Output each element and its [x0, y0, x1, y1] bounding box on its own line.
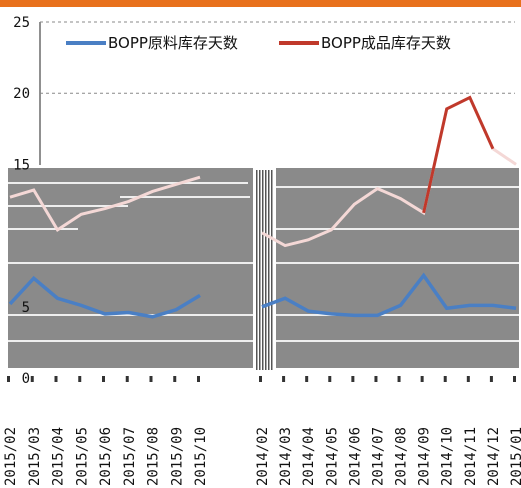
glitch-streak [8, 262, 253, 264]
y-tick-label: 25 [13, 15, 30, 31]
glitch-vbar [256, 170, 258, 370]
glitch-vbar [268, 170, 270, 370]
x-tick-mark [149, 376, 153, 382]
series-raw-line-right [261, 272, 517, 318]
x-tick-label: 2014/07 [370, 427, 386, 486]
x-tick-label: 2014/12 [486, 427, 502, 486]
x-tick-mark [513, 376, 516, 382]
x-tick-label: 2014/03 [278, 427, 294, 486]
glitch-vbar [262, 170, 264, 370]
x-tick-mark [259, 376, 262, 382]
x-tick-mark [420, 376, 424, 382]
x-axis-ticks: 2015/02 2015/03 2015/04 2015/05 2015/06 2015/… [3, 376, 521, 486]
glitch-vbar [271, 170, 273, 370]
x-tick-label: 2014/10 [440, 427, 456, 486]
x-tick-mark [282, 376, 286, 382]
glitch-streak [8, 228, 78, 230]
x-tick-label: 2014/11 [463, 427, 479, 486]
x-tick-mark [489, 376, 493, 382]
image-glitch-overlay [8, 168, 519, 370]
grid-lines [39, 21, 515, 165]
y-axis-ticks: 0 5 15 20 25 [13, 15, 30, 387]
series-finished-line-right [422, 95, 495, 214]
x-tick-label: 2014/02 [255, 427, 271, 486]
x-tick-label: 2014/05 [324, 427, 340, 486]
glitch-streak [276, 340, 519, 342]
glitch-vbar [259, 170, 261, 370]
glitch-streak [8, 182, 248, 184]
x-tick-mark [466, 376, 470, 382]
x-tick-mark [197, 376, 200, 382]
legend-label-raw: BOPP原料库存天数 [108, 34, 238, 52]
glitch-streak [8, 340, 253, 342]
glitch-vbar [265, 170, 267, 370]
x-tick-label: 2015/07 [122, 427, 138, 486]
y-tick-label: 0 [22, 371, 30, 387]
legend: BOPP原料库存天数 BOPP成品库存天数 [66, 34, 451, 52]
glitch-streak [8, 205, 128, 207]
x-tick-mark [374, 376, 378, 382]
glitch-streak [276, 262, 519, 264]
x-tick-label: 2014/06 [347, 427, 363, 486]
x-tick-mark [78, 376, 82, 382]
x-tick-mark [443, 376, 447, 382]
x-tick-label: 2015/04 [51, 427, 67, 486]
x-tick-mark [328, 376, 332, 382]
x-tick-label: 2015/02 [3, 427, 19, 486]
x-tick-mark [125, 376, 129, 382]
x-tick-label: 2014/09 [417, 427, 433, 486]
x-tick-mark [102, 376, 105, 382]
x-tick-label: 2014/04 [301, 427, 317, 486]
glitch-band-right [276, 168, 519, 368]
x-tick-label: 2015/09 [169, 427, 185, 486]
legend-label-finished: BOPP成品库存天数 [321, 34, 451, 52]
top-accent-stripe [0, 0, 521, 7]
x-tick-mark [351, 376, 355, 382]
glitch-streak [276, 314, 519, 316]
glitch-streak [276, 186, 519, 188]
glitch-streak [120, 196, 250, 198]
series-lines [8, 95, 517, 319]
x-tick-label: 2015/05 [74, 427, 90, 486]
x-tick-mark [54, 376, 58, 382]
y-tick-label: 20 [13, 86, 30, 102]
x-tick-mark [305, 376, 309, 382]
x-tick-mark [7, 376, 10, 382]
x-tick-label: 2015/01 [509, 427, 521, 486]
y-tick-label: 15 [13, 157, 30, 173]
x-tick-mark [397, 376, 401, 382]
glitch-streak [276, 228, 519, 230]
y-tick-label: 5 [22, 300, 30, 316]
x-tick-label: 2015/06 [98, 427, 114, 486]
x-tick-label: 2015/03 [27, 427, 43, 486]
x-tick-mark [30, 376, 34, 382]
x-tick-mark [173, 376, 177, 382]
glitch-streak [8, 314, 253, 316]
x-tick-label: 2014/08 [394, 427, 410, 486]
x-tick-label: 2015/08 [146, 427, 162, 486]
x-tick-label: 2015/10 [193, 427, 209, 486]
